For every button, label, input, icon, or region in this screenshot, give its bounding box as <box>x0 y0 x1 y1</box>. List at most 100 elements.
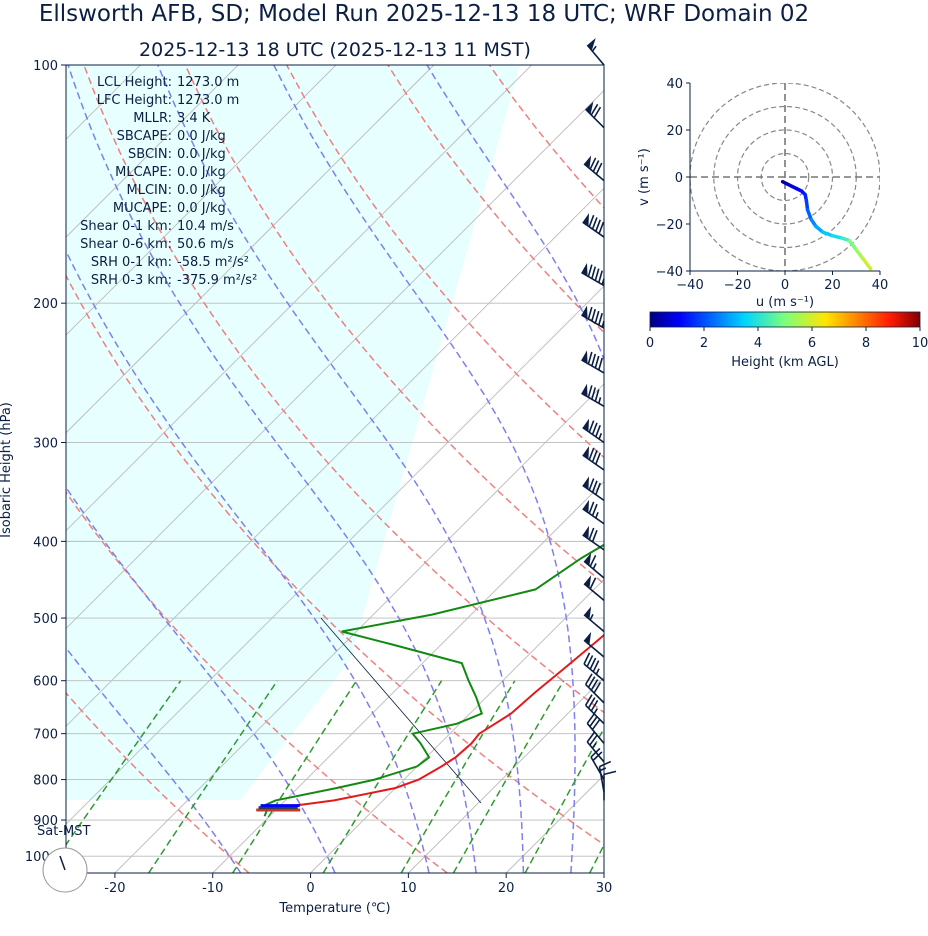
barb-flag <box>584 575 592 589</box>
dry-adiabat-line <box>488 65 604 209</box>
barb-full <box>586 712 596 724</box>
barb-full <box>592 751 603 762</box>
dewpoint-line <box>263 543 604 817</box>
skew-t-xlabel: Temperature (℃) <box>278 901 390 916</box>
reference-line <box>320 617 482 804</box>
barb-full <box>598 270 603 283</box>
barb-full <box>592 660 600 673</box>
stat-label: Shear 0-6 km: <box>80 237 172 252</box>
colorbar-label: Height (km AGL) <box>731 355 839 370</box>
barb-full <box>591 450 598 463</box>
barb-flag <box>582 446 590 460</box>
stat-label: MLCIN: <box>127 183 172 198</box>
barb-shaft <box>586 44 605 66</box>
colorbar-tick-label: 0 <box>646 336 654 351</box>
isotherm-line <box>66 285 604 825</box>
barb-full <box>593 681 602 694</box>
stat-label: SRH 0-3 km: <box>91 273 172 288</box>
dry-adiabat-line <box>83 65 604 714</box>
barb-full <box>595 424 601 438</box>
barb-flag <box>582 525 590 539</box>
barb-full <box>591 217 598 230</box>
barb-flag <box>584 606 592 620</box>
wind-barb <box>583 552 605 579</box>
barb-flag <box>582 476 590 490</box>
barb-full <box>595 452 601 465</box>
stat-label: MLCAPE: <box>115 165 172 180</box>
hodograph-plot: −40 −20 0 20 40 40 20 0 −20 −40 <box>656 77 889 293</box>
hodograph-y-tick-label: −20 <box>656 218 683 233</box>
barb-full <box>591 422 598 435</box>
barb-full <box>591 353 597 367</box>
wind-barb <box>583 155 605 182</box>
moist-adiabat-line <box>66 486 336 873</box>
stat-value: 0.0 J/kg <box>177 129 226 144</box>
barb-shaft <box>585 704 605 725</box>
isotherm-line <box>66 65 239 238</box>
isotherm-line <box>505 774 604 873</box>
wind-barb <box>603 770 617 801</box>
moist-adiabat-line <box>67 65 477 873</box>
x-tick-label: 30 <box>596 881 613 896</box>
barb-full <box>589 716 598 727</box>
barb-full <box>587 351 593 365</box>
isotherm-line <box>310 578 604 873</box>
isotherm-line <box>66 65 532 532</box>
corner-label: Sat-MST <box>37 824 90 839</box>
barb-flag <box>584 552 592 566</box>
barb-full <box>583 652 591 665</box>
barb-full <box>603 770 617 776</box>
barb-full <box>594 310 600 324</box>
x-tick-label: -10 <box>202 881 223 896</box>
barb-shaft <box>583 663 605 682</box>
barb-full <box>591 503 598 517</box>
barb-full <box>589 577 597 590</box>
barb-full <box>591 719 601 731</box>
barb-shaft <box>581 392 605 408</box>
colorbar-tick-label: 4 <box>754 336 762 351</box>
barb-half <box>601 320 605 328</box>
skew-t-ylabel: Isobaric Height (hPa) <box>0 402 14 538</box>
stat-value: 3.4 K <box>177 111 211 126</box>
skew-t-plot: -20 -10 0 10 20 30100200300400500600700800900… <box>25 59 613 896</box>
hodograph-segment <box>854 248 866 261</box>
stat-label: SBCIN: <box>128 147 172 162</box>
barb-half <box>601 278 605 285</box>
y-tick-label: 900 <box>33 814 58 829</box>
barb-full <box>588 420 595 433</box>
height-colorbar: 0 2 4 6 8 10 <box>646 311 928 351</box>
barb-full <box>598 312 603 326</box>
barb-full <box>586 731 596 743</box>
barb-full <box>591 266 597 279</box>
barb-full <box>589 734 598 746</box>
mixing-ratio-line <box>400 680 516 873</box>
stat-value: 0.0 J/kg <box>177 147 226 162</box>
colorbar-tick-label: 8 <box>862 336 870 351</box>
x-tick-label: 0 <box>306 881 314 896</box>
stat-value: 50.6 m/s <box>177 237 234 252</box>
mixing-ratio-line <box>452 680 565 873</box>
barb-flag <box>581 305 588 319</box>
isotherm-line <box>66 89 604 630</box>
barb-flag <box>584 631 592 645</box>
temperature-line <box>288 633 604 812</box>
dry-adiabat-line <box>184 65 604 585</box>
hodograph-ylabel: v (m s⁻¹) <box>637 148 652 206</box>
stat-label: Shear 0-1 km: <box>80 219 172 234</box>
hodograph-y-tick-label: 20 <box>666 124 683 139</box>
colorbar-gradient <box>649 311 921 328</box>
barb-half <box>598 433 603 440</box>
wind-barb <box>585 101 605 129</box>
stat-value: -58.5 m²/s² <box>177 255 249 270</box>
barb-half <box>595 511 599 519</box>
mixing-ratio-line <box>148 680 278 873</box>
mixing-ratio-line <box>66 680 182 847</box>
y-tick-label: 200 <box>33 297 58 312</box>
barb-full <box>588 214 595 228</box>
dry-adiabat-line <box>285 65 604 459</box>
barb-full <box>590 699 599 712</box>
wind-barb <box>586 38 605 66</box>
barb-flag <box>582 418 590 432</box>
stat-value: 0.0 J/kg <box>177 201 226 216</box>
